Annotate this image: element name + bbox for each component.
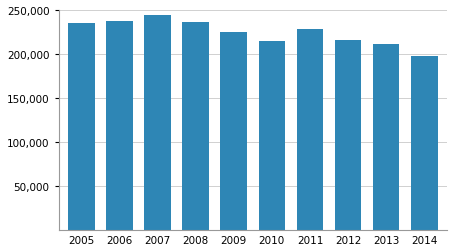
Bar <box>296 30 323 230</box>
Bar <box>68 24 95 230</box>
Bar <box>221 33 247 230</box>
Bar <box>106 21 133 230</box>
Bar <box>335 41 361 230</box>
Bar <box>373 45 400 230</box>
Bar <box>144 16 171 230</box>
Bar <box>411 56 438 230</box>
Bar <box>183 23 209 230</box>
Bar <box>258 42 285 230</box>
